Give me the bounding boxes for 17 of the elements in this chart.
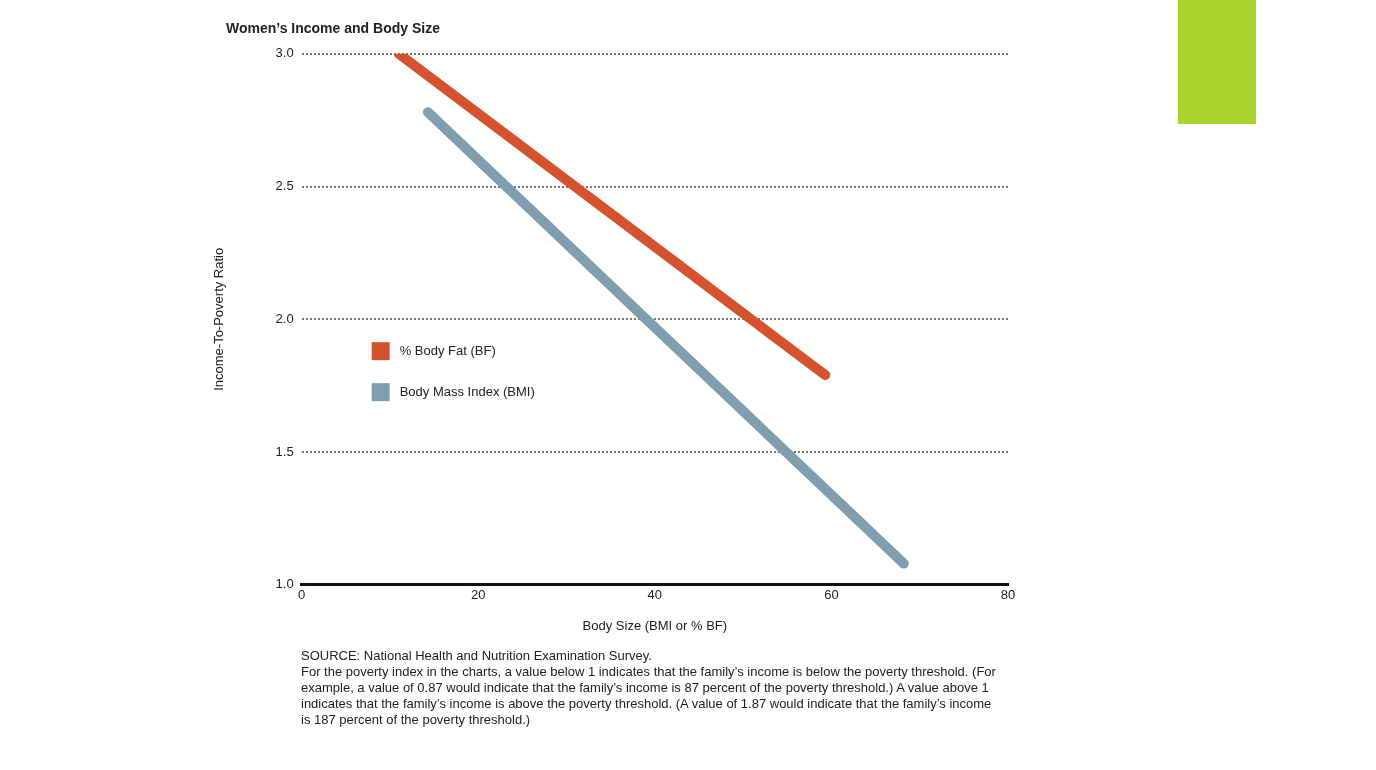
y-axis-title: Income-To-Poverty Ratio	[211, 247, 227, 391]
x-axis-title: Body Size (BMI or % BF)	[582, 617, 728, 633]
y-tick-label: 3.0	[275, 45, 294, 61]
y-tick-label: 2.0	[275, 310, 294, 326]
legend-label: % Body Fat (BF)	[399, 342, 496, 358]
text: For the poverty index in the charts, a value below 1 indicates that the family’s income is below the poverty threshold. (For example, a value of 0.87 would indicate that the family’s income is 87 percent of the poverty threshold.) A value above 1 indicates that the family’s income is above the poverty threshold. (A value of 1.87 would indicate that the family’s income is 187 percent of the poverty threshold.)	[301, 664, 997, 728]
legend-label: Body Mass Index (BMI)	[399, 383, 535, 399]
source-note: SOURCE: National Health and Nutrition Examination Survey.	[301, 648, 653, 664]
y-tick-label: 2.5	[275, 178, 294, 194]
y-tick-label: 1.0	[275, 576, 294, 592]
chart-title: Women’s Income and Body Size	[226, 20, 440, 36]
x-tick-label: 80	[1000, 587, 1016, 603]
x-tick-label: 20	[471, 587, 486, 603]
x-tick-label: 60	[824, 587, 839, 603]
x-tick-label: 0	[298, 587, 306, 603]
x-tick-label: 40	[647, 587, 663, 603]
y-tick-label: 1.5	[275, 443, 294, 459]
